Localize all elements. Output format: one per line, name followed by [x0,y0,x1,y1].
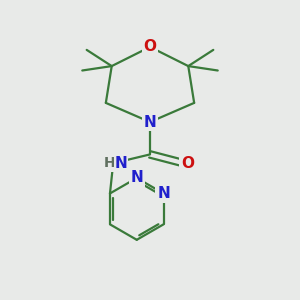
Text: O: O [181,156,194,171]
Text: H: H [104,156,116,170]
Text: N: N [157,186,170,201]
Text: N: N [115,156,128,171]
Text: N: N [130,170,143,185]
Text: O: O [143,39,157,54]
Text: N: N [144,115,156,130]
